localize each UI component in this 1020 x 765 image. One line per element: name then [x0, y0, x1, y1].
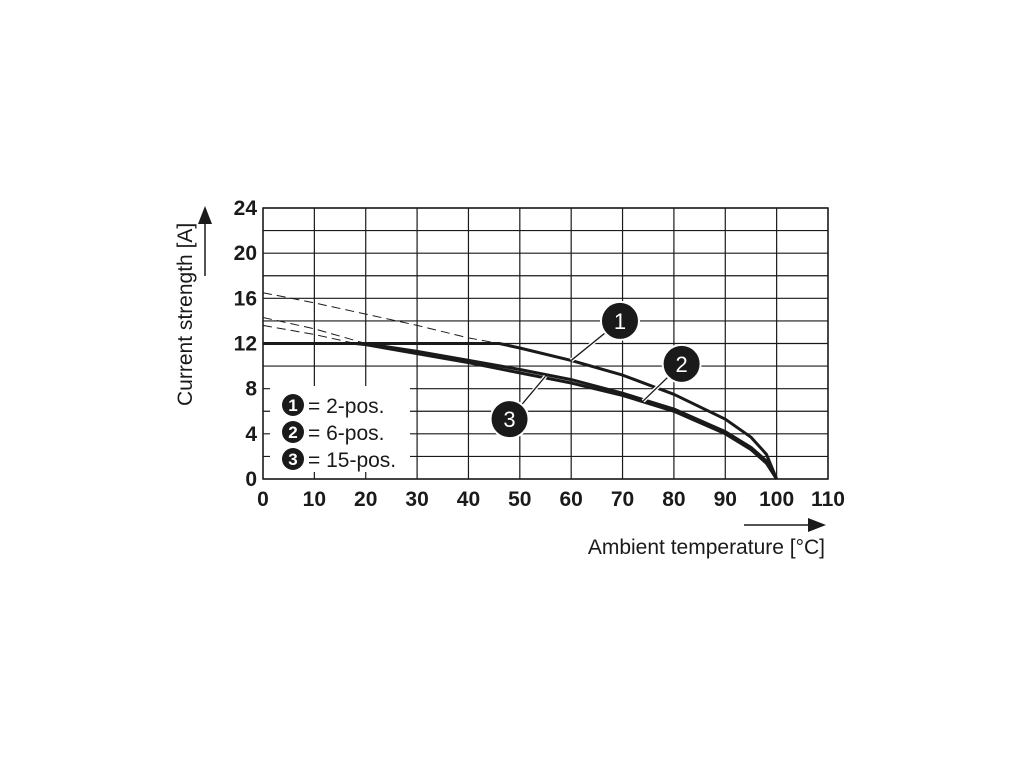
y-tick-label: 20: [234, 242, 257, 265]
x-tick-label: 20: [354, 488, 377, 511]
x-tick-labels: 0 10 20 30 40 50 60 70 80 90 100 110: [257, 488, 845, 511]
callout-1-label: 1: [614, 309, 626, 334]
x-tick-label: 60: [560, 488, 583, 511]
y-tick-labels: 0 4 8 12 16 20 24: [234, 197, 258, 491]
callout-1-badge: [599, 300, 640, 341]
callout-2-badge: [661, 343, 702, 384]
x-tick-label: 110: [811, 488, 845, 511]
legend-badge: [282, 448, 304, 470]
y-tick-label: 16: [234, 287, 257, 310]
series-2-line: [263, 342, 778, 480]
x-axis-label: Ambient temperature [°C]: [588, 536, 825, 559]
y-axis-label: Current strength [A]: [174, 223, 197, 406]
legend-badge-label: 2: [288, 423, 297, 442]
legend-badge: [282, 394, 304, 416]
grid: [262, 207, 829, 480]
series-3-extrapolated-line: [262, 324, 356, 344]
legend: 1 = 2-pos. 2 = 6-pos. 3 = 15-pos.: [270, 386, 410, 472]
callouts: 1 2 3: [489, 300, 702, 440]
y-tick-label: 4: [245, 423, 257, 446]
series-lines: [262, 292, 778, 480]
legend-badge: [282, 421, 304, 443]
y-axis-arrow-head: [198, 206, 212, 224]
x-tick-label: 80: [662, 488, 685, 511]
legend-label: = 6-pos.: [308, 422, 384, 445]
callout-3-badge: [489, 399, 530, 440]
series-2-extrapolated-line: [262, 317, 366, 344]
callout-3-label: 3: [503, 407, 515, 432]
x-tick-label: 70: [611, 488, 634, 511]
callout-2-label: 2: [675, 352, 687, 377]
legend-label: = 15-pos.: [308, 449, 396, 472]
series-3-line: [263, 342, 778, 480]
y-tick-label: 0: [245, 468, 257, 491]
series-1-line: [263, 342, 778, 480]
series-1-extrapolated-line: [262, 292, 500, 344]
y-tick-label: 12: [234, 333, 257, 356]
legend-label: = 2-pos.: [308, 395, 384, 418]
x-tick-label: 100: [759, 488, 794, 511]
x-tick-label: 30: [405, 488, 428, 511]
legend-badge-label: 1: [288, 396, 297, 415]
y-tick-label: 24: [234, 197, 258, 220]
x-tick-label: 40: [457, 488, 480, 511]
x-tick-label: 10: [303, 488, 326, 511]
legend-badge-label: 3: [288, 450, 297, 469]
x-tick-label: 90: [714, 488, 737, 511]
x-tick-label: 0: [257, 488, 269, 511]
y-tick-label: 8: [245, 378, 257, 401]
x-axis-arrow-head: [808, 518, 826, 532]
x-tick-label: 50: [508, 488, 531, 511]
